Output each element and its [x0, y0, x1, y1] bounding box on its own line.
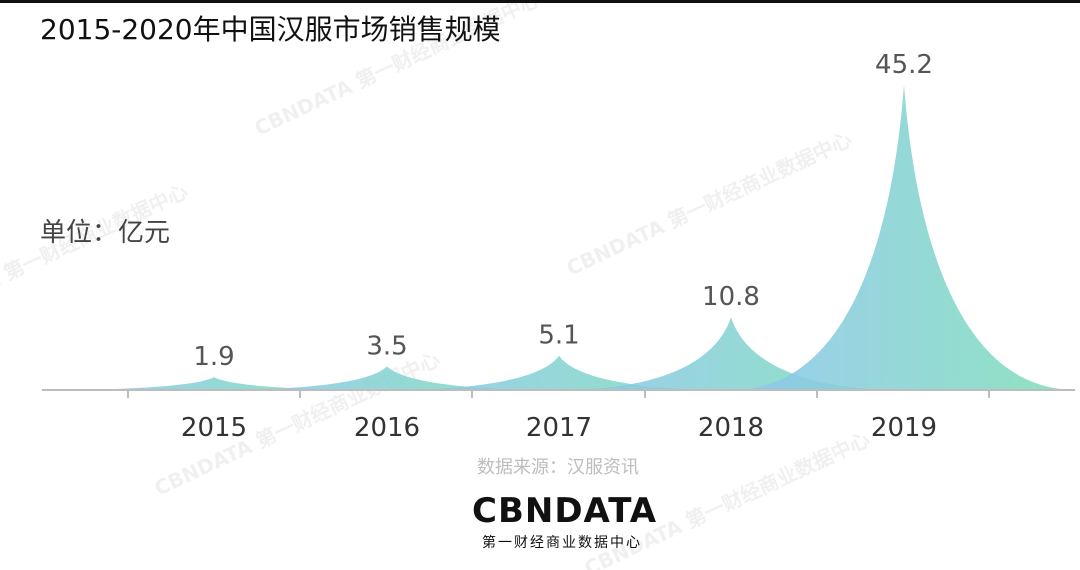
- spike-2018: [559, 317, 903, 390]
- watermark-4: CBNDATA 第一财经商业数据中心: [0, 179, 191, 332]
- data-label-2017: 5.1: [538, 321, 579, 351]
- x-axis-ticks: [127, 390, 990, 398]
- x-tick-label-2016: 2016: [354, 413, 420, 443]
- x-tick-label-2015: 2015: [181, 413, 247, 443]
- x-tick-label-2017: 2017: [526, 413, 592, 443]
- top-rule: [0, 0, 1080, 3]
- data-label-2016: 3.5: [366, 331, 407, 361]
- x-axis-labels: 2015 2016 2017 2018 2019: [181, 413, 937, 443]
- x-tick-label-2019: 2019: [871, 413, 937, 443]
- spike-2019: [732, 85, 1076, 390]
- watermark-1: CBNDATA 第一财经商业数据中心: [563, 127, 856, 280]
- spike-2017: [387, 355, 731, 390]
- data-label-2015: 1.9: [193, 342, 234, 372]
- chart-title: 2015-2020年中国汉服市场销售规模: [40, 13, 501, 46]
- spike-2016: [215, 366, 559, 390]
- data-label-2019: 45.2: [875, 50, 933, 80]
- x-tick-label-2018: 2018: [698, 413, 764, 443]
- data-label-2018: 10.8: [702, 282, 760, 312]
- unit-label: 单位：亿元: [40, 218, 171, 248]
- cbndata-logo: CBNDATA 第一财经商业数据中心: [472, 491, 658, 552]
- logo-subtitle: 第一财经商业数据中心: [482, 535, 642, 551]
- data-source: 数据来源：汉服资讯: [477, 457, 639, 478]
- logo-text: CBNDATA: [472, 491, 658, 531]
- spike-2015: [42, 377, 386, 390]
- spike-series: [42, 85, 1076, 390]
- data-labels: 1.9 3.5 5.1 10.8 45.2: [193, 50, 933, 372]
